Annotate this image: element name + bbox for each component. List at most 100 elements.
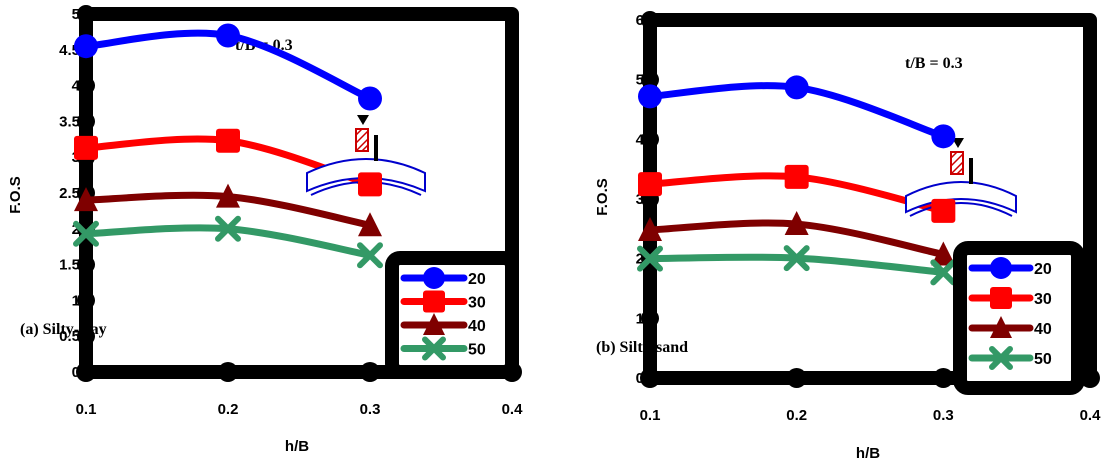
y-tick-mark [77,76,95,95]
data-point-40 [638,217,662,242]
legend-marker-20 [423,267,445,289]
y-tick-label: 5 [72,6,80,23]
y-tick-label: 1 [72,292,80,309]
x-tick-label: 0.1 [640,407,661,424]
legend-label-30: 30 [468,295,486,312]
x-tick-label: 0.2 [786,407,807,424]
x-axis-label: h/B [856,445,880,462]
legend-label-20: 20 [468,271,486,288]
data-point-40 [216,183,240,208]
footing-hatch [950,151,964,175]
wall-bar [374,135,378,161]
y-tick-mark [77,291,95,310]
x-tick-label: 0.4 [502,401,524,418]
data-point-30 [74,135,98,160]
data-point-50 [637,245,663,272]
data-point-20 [784,75,809,100]
legend-label-40: 40 [468,318,486,335]
data-point-50 [215,215,241,242]
annotation-text: t/B = 0.3 [905,55,963,72]
data-point-20 [216,23,240,48]
legend-label-50: 50 [468,342,486,359]
data-point-30 [638,172,662,197]
y-tick-label: 0 [636,370,644,387]
x-tick-mark [360,362,380,382]
x-tick-label: 0.1 [76,401,97,418]
y-tick-mark [77,5,95,23]
legend-marker-40 [423,313,445,335]
data-point-30 [784,164,809,189]
legend: 20 30 40 50 [953,241,1085,395]
legend-marker-20 [990,257,1012,279]
y-tick-label: 0.5 [59,328,80,345]
y-tick-mark [77,255,95,274]
legend-label-40: 40 [1034,321,1052,338]
y-tick-label: 0 [72,364,80,381]
data-point-30 [216,128,240,153]
legend-marker-30 [423,290,445,313]
legend-marker-30 [990,287,1012,309]
data-point-50 [930,259,957,286]
legend-marker-50 [422,336,446,361]
x-tick-label: 0.2 [218,401,239,418]
y-tick-mark [641,130,659,149]
wall-bar [969,158,973,184]
data-point-50 [783,245,810,272]
x-tick-label: 0.3 [933,407,954,424]
chart-panel-a: 00.511.522.533.544.550.10.20.30.4h/BF.O.… [7,5,523,455]
legend-marker-40 [990,316,1012,338]
y-axis-label: F.O.S [7,176,24,214]
y-tick-label: 4 [636,131,645,148]
y-tick-label: 2 [636,251,644,268]
footing-hatch [355,128,369,152]
y-tick-label: 6 [636,12,644,29]
data-point-20 [931,124,956,149]
y-tick-mark [77,112,95,131]
y-tick-label: 2 [72,221,80,238]
footing-schematic [905,138,1017,217]
x-axis-label: h/B [285,438,309,455]
y-tick-label: 3 [636,191,644,208]
chart-panel-b: 0 1 2 3 4 5 6 0.1 0.2 0.3 0.4 h/B F.O.S t/B = 0.3 (b) … [594,11,1101,462]
data-point-40 [358,212,382,237]
y-tick-mark [77,327,95,346]
data-point-30 [931,198,956,223]
data-point-50 [73,220,99,247]
data-point-20 [358,86,382,111]
x-tick-mark [933,368,954,388]
x-tick-mark [218,362,238,382]
y-tick-mark [641,309,659,328]
load-arrow-icon [952,138,964,148]
x-tick-label: 0.3 [360,401,381,418]
data-point-30 [358,172,382,197]
y-tick-label: 2.5 [59,185,80,202]
legend-marker-50 [989,346,1013,370]
legend-label-30: 30 [1034,291,1052,308]
legend-box [385,251,519,379]
data-point-50 [357,242,383,269]
y-tick-mark [641,70,659,89]
y-tick-mark [641,11,659,29]
slab-outline [909,202,1013,217]
y-tick-label: 5 [636,72,644,89]
x-tick-label: 0.4 [1080,407,1102,424]
legend: 20 30 40 50 [385,251,519,379]
panel-label: (b) Silty-sand [596,339,688,356]
y-tick-label: 3.5 [59,113,80,130]
data-point-40 [931,241,956,266]
y-axis-label: F.O.S [594,178,611,216]
legend-box [953,241,1085,395]
y-tick-label: 1.5 [59,257,80,274]
legend-label-50: 50 [1034,351,1052,368]
y-tick-label: 1 [636,310,644,327]
x-tick-mark [76,362,96,382]
x-tick-mark [640,368,660,388]
data-point-40 [784,211,809,236]
data-point-40 [74,187,98,212]
data-point-20 [638,84,662,109]
panel-label: (a) Silty-clay [20,321,107,338]
x-tick-mark [786,368,807,388]
load-arrow-icon [357,115,369,125]
legend-label-20: 20 [1034,261,1052,278]
